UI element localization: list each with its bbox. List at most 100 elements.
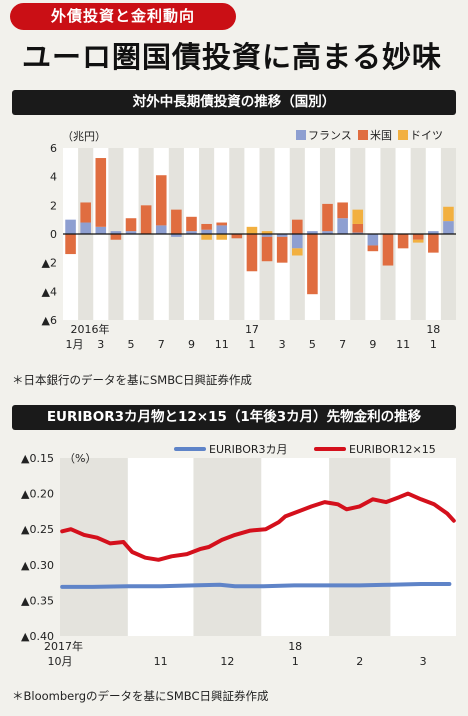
bar-segment bbox=[140, 205, 152, 234]
legend-label: EURIBOR12×15 bbox=[349, 443, 436, 456]
x-tick-year: 17 bbox=[245, 323, 259, 336]
x-tick-label: 12 bbox=[220, 655, 234, 668]
bar-segment bbox=[307, 234, 318, 295]
bar-segment bbox=[110, 234, 122, 240]
bar-segment bbox=[412, 239, 424, 243]
bar-segment bbox=[261, 236, 273, 262]
x-tick-label: 10月 bbox=[48, 655, 73, 668]
bar-segment bbox=[428, 234, 439, 253]
chart1-note: ＊日本銀行のデータを基にSMBC日興証券作成 bbox=[12, 373, 252, 387]
bar-segment bbox=[291, 234, 303, 249]
series-line bbox=[60, 582, 452, 589]
bar-segment bbox=[65, 234, 76, 255]
bar-segment bbox=[382, 234, 394, 266]
x-tick-label: 11 bbox=[215, 338, 229, 351]
x-tick-label: 3 bbox=[279, 338, 286, 351]
bar-segment bbox=[155, 225, 167, 234]
bar-segment bbox=[186, 231, 197, 234]
y-tick-label: ▲0.25 bbox=[21, 523, 54, 536]
x-tick-label: 7 bbox=[158, 338, 165, 351]
legend-label: 米国 bbox=[370, 129, 392, 142]
band bbox=[329, 458, 391, 636]
band bbox=[60, 458, 128, 636]
headline: ユーロ圏国債投資に高まる妙味 bbox=[22, 40, 443, 74]
y-tick-label: ▲0.15 bbox=[21, 452, 54, 465]
bar-chart: 6 4 2 0 ▲2 ▲4 ▲6 （兆円） 2016年 1月 3 5 7 9 11 17 1 3 5 7 9 11 18 1 フ… bbox=[42, 129, 456, 351]
y-unit-label: （兆円） bbox=[62, 130, 106, 143]
bar-segment bbox=[443, 221, 454, 234]
bar-segment bbox=[307, 231, 318, 234]
x-tick-label: 1 bbox=[430, 338, 437, 351]
series-line bbox=[60, 491, 456, 562]
bar-segment bbox=[80, 202, 91, 223]
chart1-title: 対外中長期債投資の推移（国別） bbox=[12, 90, 456, 115]
bar-segment bbox=[246, 234, 258, 272]
y-tick-label: 2 bbox=[50, 199, 57, 212]
x-tick-label: 1 bbox=[248, 338, 255, 351]
bar-segment bbox=[95, 158, 107, 227]
bar-segment bbox=[337, 218, 348, 234]
bar-segment bbox=[291, 248, 303, 256]
bar-segment bbox=[171, 234, 182, 237]
x-tick-year: 2016年 bbox=[71, 322, 110, 336]
bar-segment bbox=[276, 236, 288, 263]
legend-swatch bbox=[358, 130, 368, 140]
x-tick-label: 3 bbox=[420, 655, 427, 668]
bar-segment bbox=[261, 234, 273, 237]
bar-segment bbox=[186, 216, 197, 232]
bar-segment bbox=[246, 226, 258, 234]
chart2-note: ＊Bloombergのデータを基にSMBC日興証券作成 bbox=[12, 689, 269, 703]
y-tick-label: ▲2 bbox=[42, 257, 57, 270]
bar-segment bbox=[276, 234, 288, 237]
bar-segment bbox=[155, 175, 167, 226]
y-tick-label: ▲0.35 bbox=[21, 594, 54, 607]
x-tick-label: 5 bbox=[309, 338, 316, 351]
bar-segment bbox=[428, 231, 439, 234]
bar-segment bbox=[201, 234, 212, 240]
legend-label: ドイツ bbox=[410, 129, 443, 142]
bar-segment bbox=[65, 219, 76, 234]
y-tick-label: ▲0.40 bbox=[21, 630, 54, 643]
x-tick-label: 3 bbox=[97, 338, 104, 351]
bar-segment bbox=[412, 234, 424, 240]
x-tick-label: 1 bbox=[292, 655, 299, 668]
x-tick-year: 18 bbox=[288, 640, 302, 653]
bar-segment bbox=[443, 206, 454, 222]
y-tick-label: ▲0.30 bbox=[21, 559, 54, 572]
bar-segment bbox=[231, 234, 243, 239]
x-tick-label: 7 bbox=[339, 338, 346, 351]
bar-segment bbox=[216, 222, 228, 226]
bar-segment bbox=[367, 234, 379, 246]
y-tick-label: ▲4 bbox=[42, 285, 57, 298]
bar-segment bbox=[80, 222, 91, 234]
y-unit-label: （%） bbox=[64, 452, 96, 465]
bar-segment bbox=[291, 219, 303, 234]
y-tick-label: 0 bbox=[50, 228, 57, 241]
bar-segment bbox=[261, 231, 273, 234]
bar-segment bbox=[322, 203, 333, 232]
bar-segment bbox=[367, 245, 379, 252]
x-tick-label: 9 bbox=[188, 338, 195, 351]
y-tick-label: ▲0.20 bbox=[21, 488, 54, 501]
y-tick-label: ▲6 bbox=[42, 314, 57, 327]
x-tick-label: 1月 bbox=[66, 338, 84, 351]
x-tick-label: 2 bbox=[356, 655, 363, 668]
bar-segment bbox=[125, 218, 137, 232]
line-chart: ▲0.15 ▲0.20 ▲0.25 ▲0.30 ▲0.35 ▲0.40 （%） 2017年 10… bbox=[21, 443, 456, 668]
bar-segment bbox=[201, 229, 212, 234]
bar-segment bbox=[352, 232, 364, 234]
legend-label: フランス bbox=[308, 129, 352, 142]
bar-segment bbox=[397, 234, 409, 249]
legend-swatch bbox=[296, 130, 306, 140]
x-tick-label: 11 bbox=[396, 338, 410, 351]
bar-segment bbox=[216, 225, 228, 234]
x-tick-year: 18 bbox=[426, 323, 440, 336]
bar-segment bbox=[110, 231, 122, 234]
bar-segment bbox=[337, 202, 348, 219]
y-tick-label: 4 bbox=[50, 171, 57, 184]
bar-segment bbox=[201, 223, 212, 230]
bar-segment bbox=[352, 209, 364, 224]
bar-segment bbox=[171, 209, 182, 234]
x-tick-label: 5 bbox=[128, 338, 135, 351]
y-tick-label: 6 bbox=[50, 142, 57, 155]
